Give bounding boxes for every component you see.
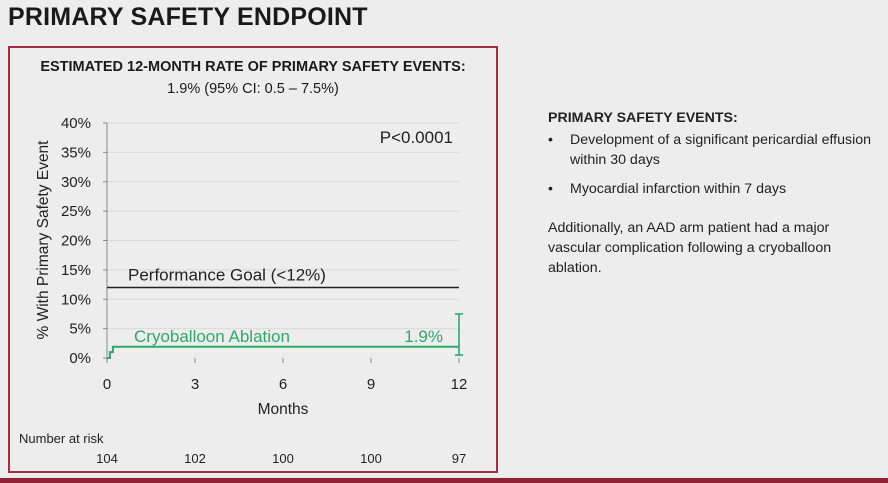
chart-panel [8, 46, 498, 473]
performance-goal-label: Performance Goal (<12%) [128, 266, 326, 285]
number-at-risk-value: 97 [452, 451, 466, 466]
slide-title: PRIMARY SAFETY ENDPOINT [8, 3, 368, 31]
y-tick-label: 0% [69, 350, 91, 367]
cryoballoon-series-label: Cryoballoon Ablation [134, 327, 290, 346]
aad-note: Additionally, an AAD arm patient had a m… [548, 220, 832, 276]
safety-events-heading: PRIMARY SAFETY EVENTS: [548, 110, 738, 126]
y-tick-label: 5% [69, 321, 91, 338]
y-tick-label: 30% [61, 174, 91, 191]
bullet-icon: • [548, 132, 553, 148]
number-at-risk-label: Number at risk [19, 431, 104, 446]
bullet-text: Myocardial infarction within 7 days [570, 181, 787, 197]
safety-events-list: • Development of a significant pericardi… [548, 130, 883, 199]
bullet-icon: • [548, 181, 553, 197]
estimate-value: 1.9% (95% CI: 0.5 – 7.5%) [167, 81, 339, 97]
x-tick-label: 6 [279, 376, 287, 393]
y-tick-label: 10% [61, 291, 91, 308]
number-at-risk-value: 104 [96, 451, 118, 466]
x-axis-title: Months [258, 401, 309, 418]
y-tick-label: 40% [61, 115, 91, 132]
number-at-risk-value: 102 [184, 451, 206, 466]
x-tick-label: 0 [103, 376, 111, 393]
y-tick-label: 35% [61, 144, 91, 161]
bullet-text: Development of a significant pericardial… [570, 132, 871, 168]
y-tick-label: 15% [61, 262, 91, 279]
cryoballoon-end-value-label: 1.9% [404, 327, 443, 346]
estimate-heading: ESTIMATED 12-MONTH RATE OF PRIMARY SAFET… [40, 59, 466, 75]
bottom-accent-bar [0, 478, 888, 483]
x-tick-label: 9 [367, 376, 375, 393]
x-tick-label: 12 [451, 376, 468, 393]
p-value-label: P<0.0001 [380, 128, 453, 147]
cryoballoon-series-line [107, 345, 459, 359]
y-axis-title: % With Primary Safety Event [35, 140, 52, 340]
y-tick-label: 20% [61, 233, 91, 250]
y-tick-label: 25% [61, 203, 91, 220]
list-item: • Development of a significant pericardi… [548, 130, 883, 170]
list-item: • Myocardial infarction within 7 days [548, 179, 883, 199]
safety-events-panel: PRIMARY SAFETY EVENTS: • Development of … [548, 108, 883, 278]
x-tick-label: 3 [191, 376, 199, 393]
number-at-risk-value: 100 [272, 451, 294, 466]
number-at-risk-value: 100 [360, 451, 382, 466]
